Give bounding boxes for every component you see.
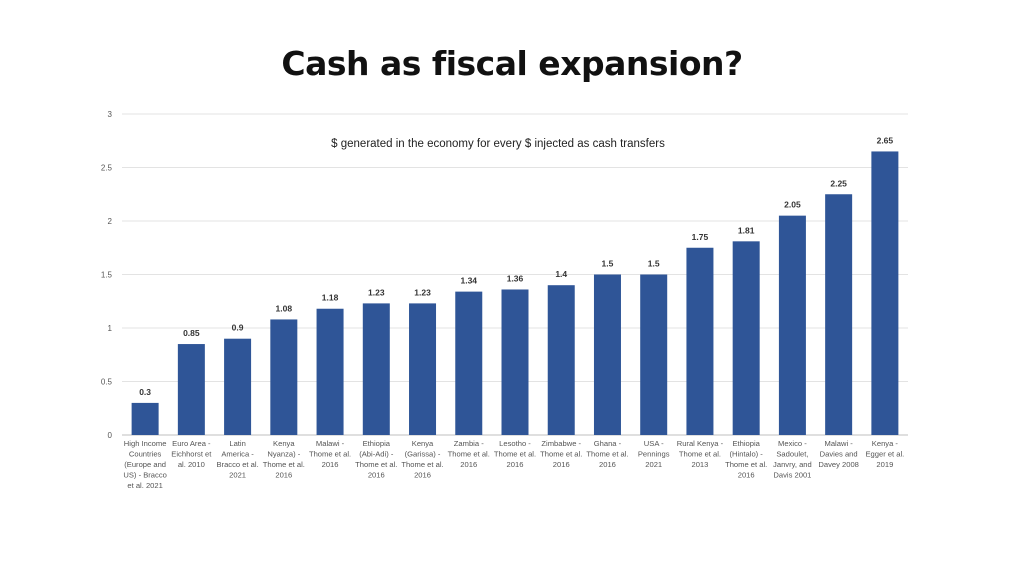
y-tick-label: 3 bbox=[108, 110, 113, 119]
y-tick-label: 1 bbox=[108, 324, 113, 333]
x-category-label: Zambia -Thome et al. 2016 bbox=[448, 439, 490, 469]
bar bbox=[409, 303, 437, 435]
bar bbox=[501, 289, 529, 435]
data-label: 1.5 bbox=[602, 259, 614, 269]
bar bbox=[593, 274, 621, 435]
data-label: 1.18 bbox=[322, 293, 339, 303]
bar bbox=[732, 241, 760, 435]
x-category-label: High Income Countries (Europe and US) - Bra… bbox=[123, 439, 166, 490]
x-category-label: Malawi -Thome et al. 2016 bbox=[309, 439, 351, 469]
y-tick-label: 2.5 bbox=[101, 164, 113, 173]
bars bbox=[131, 151, 899, 435]
data-label: 1.4 bbox=[555, 269, 567, 279]
bar bbox=[177, 344, 205, 435]
data-label: 2.25 bbox=[830, 178, 847, 188]
bar bbox=[362, 303, 390, 435]
bar bbox=[778, 215, 806, 435]
data-label: 1.23 bbox=[368, 287, 385, 297]
data-label: 0.85 bbox=[183, 328, 200, 338]
data-label: 1.34 bbox=[460, 276, 477, 286]
x-category-label: Ethiopia (Abi-Adi) -Thome et al. 2016 bbox=[355, 439, 397, 480]
x-axis-labels: High Income Countries (Europe and US) - Bra… bbox=[123, 439, 904, 490]
y-tick-label: 2 bbox=[108, 217, 113, 226]
data-label: 0.3 bbox=[139, 387, 151, 397]
x-category-label: Kenya -Egger et al. 2019 bbox=[865, 439, 904, 469]
chart-subtitle: $ generated in the economy for every $ i… bbox=[331, 138, 665, 150]
bar bbox=[455, 291, 483, 435]
x-category-label: Latin America -Bracco et al. 2021 bbox=[216, 439, 258, 480]
x-category-label: Zimbabwe -Thome et al. 2016 bbox=[540, 439, 582, 469]
x-category-label: Rural Kenya -Thome et al. 2013 bbox=[677, 439, 724, 469]
data-labels: 0.3 0.85 0.9 1.08 1.18 1.23 1.23 1.34 1.36 1.4 1.5… bbox=[139, 135, 893, 396]
page-title: Cash as fiscal expansion? bbox=[281, 44, 743, 83]
x-category-label: Ghana -Thome et al. 2016 bbox=[586, 439, 628, 469]
x-category-label: Ethiopia (Hintalo) -Thome et al. 2016 bbox=[725, 439, 767, 480]
bar bbox=[547, 285, 575, 435]
x-category-label: Euro Area -Eichhorst et al. 2010 bbox=[171, 439, 212, 469]
y-axis-ticks: 0 0.5 1 1.5 2 2.5 3 bbox=[101, 110, 113, 440]
bar bbox=[316, 308, 344, 435]
data-label: 2.05 bbox=[784, 200, 801, 210]
x-category-label: Malawi -Davies and Davey 2008 bbox=[818, 439, 859, 469]
data-label: 1.81 bbox=[738, 225, 755, 235]
data-label: 0.9 bbox=[232, 323, 244, 333]
bar bbox=[270, 319, 298, 435]
bar bbox=[686, 247, 714, 435]
x-category-label: Lesotho -Thome et al. 2016 bbox=[494, 439, 536, 469]
bar bbox=[131, 402, 159, 435]
data-label: 1.36 bbox=[507, 273, 524, 283]
y-tick-label: 0.5 bbox=[101, 378, 113, 387]
data-label: 1.08 bbox=[276, 303, 293, 313]
x-category-label: USA -Pennings 2021 bbox=[638, 439, 670, 469]
x-category-label: Kenya Nyanza) -Thome et al. 2016 bbox=[263, 439, 305, 480]
bar bbox=[871, 151, 899, 435]
y-tick-label: 1.5 bbox=[101, 271, 113, 280]
x-category-label: Mexico -Sadoulet, Janvry, and Davis 2001 bbox=[773, 439, 812, 480]
x-category-label: Kenya (Garissa) -Thome et al. 2016 bbox=[401, 439, 443, 480]
bar bbox=[224, 338, 252, 435]
data-label: 2.65 bbox=[877, 135, 894, 145]
data-label: 1.5 bbox=[648, 259, 660, 269]
y-tick-label: 0 bbox=[108, 431, 113, 440]
bar bbox=[640, 274, 668, 435]
bar bbox=[825, 194, 853, 435]
data-label: 1.75 bbox=[692, 232, 709, 242]
data-label: 1.23 bbox=[414, 287, 431, 297]
